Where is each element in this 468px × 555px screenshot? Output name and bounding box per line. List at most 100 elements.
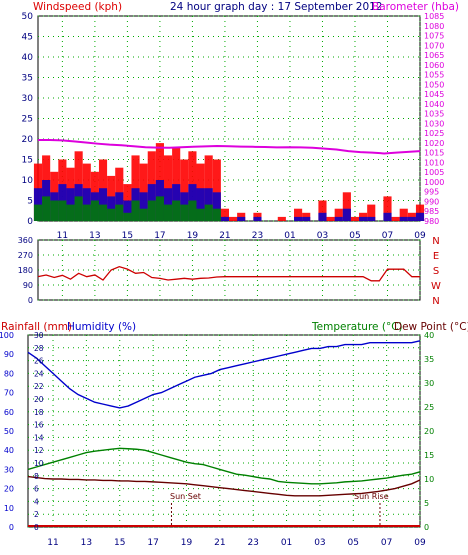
- wind-bar-gust: [350, 216, 360, 221]
- baro-tick-label: 995: [424, 188, 439, 197]
- wind-bar-low: [147, 200, 156, 221]
- temperature-tick-label: 15: [424, 451, 434, 460]
- x-tick-label: 23: [252, 231, 263, 241]
- x-tick-label: 01: [281, 538, 292, 548]
- x-tick-label: 01: [284, 231, 295, 241]
- wind-bar-low: [163, 204, 173, 221]
- wind-bar-gust: [212, 159, 221, 221]
- x-tick-label: 09: [414, 538, 426, 548]
- rain-tick-label: 0: [34, 523, 39, 532]
- baro-tick-label: 1025: [424, 129, 444, 138]
- wind-bar-gust: [229, 216, 238, 221]
- x-tick-label: 11: [47, 538, 58, 548]
- humidity-line: [27, 340, 421, 409]
- baro-tick-label: 1070: [424, 41, 444, 50]
- temperature-tick-label: 10: [424, 475, 434, 484]
- rain-tick-label: 10: [34, 459, 44, 468]
- baro-tick-label: 1005: [424, 168, 444, 177]
- temperature-tick-label: 25: [424, 403, 434, 412]
- windspeed-axis-title: Windspeed (kph): [33, 1, 122, 13]
- sunrise-label: Sun Rise: [354, 492, 389, 501]
- wind-bar-low: [66, 204, 75, 221]
- x-tick-label: 05: [348, 538, 359, 548]
- rain-tick-label: 8: [34, 472, 39, 481]
- temperature-axis-title: Temperature (°C): [311, 321, 403, 333]
- x-tick-label: 05: [349, 231, 360, 241]
- wind-bar-average: [334, 216, 343, 221]
- baro-tick-label: 1080: [424, 22, 444, 31]
- wind-bar-gust: [383, 196, 392, 221]
- wind-bar-low: [196, 208, 205, 221]
- wind-bar-average: [253, 216, 262, 221]
- wind-bar-average: [318, 212, 327, 221]
- humidity-tick-label: 30: [4, 465, 14, 474]
- wind-bar-low: [139, 208, 148, 221]
- x-tick-label: 15: [122, 231, 133, 241]
- compass-label: W: [431, 281, 441, 292]
- wind-bar-gust: [294, 208, 303, 221]
- wind-bar-average: [399, 216, 408, 221]
- wind-bar-low: [115, 204, 124, 221]
- wind-bar-low: [155, 196, 164, 221]
- wind-bar-gust: [342, 192, 351, 221]
- wind-tick-label: 15: [22, 156, 33, 166]
- wind-bar-low: [188, 200, 197, 221]
- direction-tick-label: 270: [18, 251, 33, 260]
- wind-bar-low: [212, 208, 221, 221]
- wind-bar-gust: [367, 204, 376, 221]
- x-tick-label: 07: [382, 231, 393, 241]
- x-tick-label: 03: [314, 538, 325, 548]
- humidity-tick-label: 90: [4, 350, 14, 359]
- wind-tick-label: 10: [22, 176, 34, 186]
- wind-bar-average: [383, 212, 392, 221]
- compass-label: E: [433, 251, 439, 262]
- temperature-line: [27, 447, 421, 485]
- rain-tick-label: 28: [34, 344, 44, 353]
- humidity-tick-label: 80: [4, 369, 14, 378]
- wind-bar-low: [74, 196, 83, 221]
- wind-bar-gust: [277, 216, 286, 221]
- rain-tick-label: 6: [34, 485, 39, 494]
- wind-bar-low: [33, 204, 43, 221]
- chart-marks: [27, 138, 425, 527]
- humidity-tick-label: 100: [0, 331, 14, 340]
- baro-tick-label: 1085: [424, 12, 444, 21]
- rain-tick-label: 26: [34, 357, 44, 366]
- wind-bar-average: [407, 216, 416, 221]
- x-tick-label: 07: [381, 538, 392, 548]
- baro-tick-label: 990: [424, 197, 439, 206]
- wind-bar-average: [367, 216, 376, 221]
- wind-bar-low: [82, 204, 91, 221]
- x-tick-label: 19: [181, 538, 193, 548]
- rain-tick-label: 2: [34, 510, 39, 519]
- direction-line: [37, 265, 420, 282]
- wind-bar-average: [220, 216, 229, 221]
- rain-tick-label: 14: [34, 433, 44, 442]
- wind-bar-low: [172, 200, 181, 221]
- wind-tick-label: 25: [22, 115, 33, 125]
- wind-bar-gust: [326, 216, 335, 221]
- humidity-tick-label: 20: [4, 485, 14, 494]
- wind-bar-gust: [391, 216, 400, 221]
- humidity-tick-label: 50: [4, 427, 14, 436]
- baro-tick-label: 1010: [424, 158, 444, 167]
- wind-bar-average: [359, 216, 368, 221]
- wind-bar-low: [131, 200, 140, 221]
- baro-tick-label: 1045: [424, 90, 444, 99]
- axis-labels: 1111131315151717191921212323010103030505…: [0, 12, 444, 548]
- wind-tick-label: 35: [22, 74, 33, 84]
- temperature-tick-label: 30: [424, 379, 434, 388]
- wind-bar-average: [212, 192, 221, 221]
- baro-tick-label: 1050: [424, 80, 444, 89]
- temperature-tick-label: 5: [424, 499, 429, 508]
- rainfall-axis-title: Rainfall (mm): [1, 321, 72, 333]
- x-tick-label: 21: [214, 538, 225, 548]
- sunset-label: Sun Set: [170, 492, 201, 501]
- wind-bar-gust: [180, 159, 189, 221]
- temperature-tick-label: 40: [424, 331, 434, 340]
- direction-tick-label: 0: [28, 296, 33, 305]
- compass-label: N: [432, 236, 439, 247]
- baro-tick-label: 1000: [424, 178, 444, 187]
